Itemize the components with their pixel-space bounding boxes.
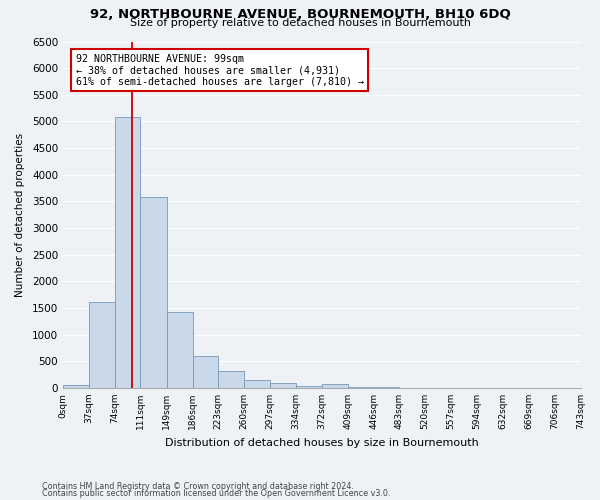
Text: Contains HM Land Registry data © Crown copyright and database right 2024.: Contains HM Land Registry data © Crown c…: [42, 482, 354, 491]
Bar: [218, 372, 244, 388]
Bar: [374, 387, 400, 388]
Text: Contains public sector information licensed under the Open Government Licence v3: Contains public sector information licen…: [42, 488, 391, 498]
Bar: [322, 384, 348, 388]
Bar: [270, 382, 296, 388]
Text: 92 NORTHBOURNE AVENUE: 99sqm
← 38% of detached houses are smaller (4,931)
61% of: 92 NORTHBOURNE AVENUE: 99sqm ← 38% of de…: [76, 54, 364, 87]
Bar: [63, 386, 89, 388]
Bar: [115, 117, 140, 388]
Text: Size of property relative to detached houses in Bournemouth: Size of property relative to detached ho…: [130, 18, 470, 28]
Bar: [244, 380, 270, 388]
Bar: [348, 387, 374, 388]
Bar: [89, 302, 115, 388]
Bar: [296, 386, 322, 388]
Y-axis label: Number of detached properties: Number of detached properties: [15, 132, 25, 297]
Bar: [140, 197, 167, 388]
X-axis label: Distribution of detached houses by size in Bournemouth: Distribution of detached houses by size …: [165, 438, 479, 448]
Text: 92, NORTHBOURNE AVENUE, BOURNEMOUTH, BH10 6DQ: 92, NORTHBOURNE AVENUE, BOURNEMOUTH, BH1…: [89, 8, 511, 22]
Bar: [167, 312, 193, 388]
Bar: [193, 356, 218, 388]
